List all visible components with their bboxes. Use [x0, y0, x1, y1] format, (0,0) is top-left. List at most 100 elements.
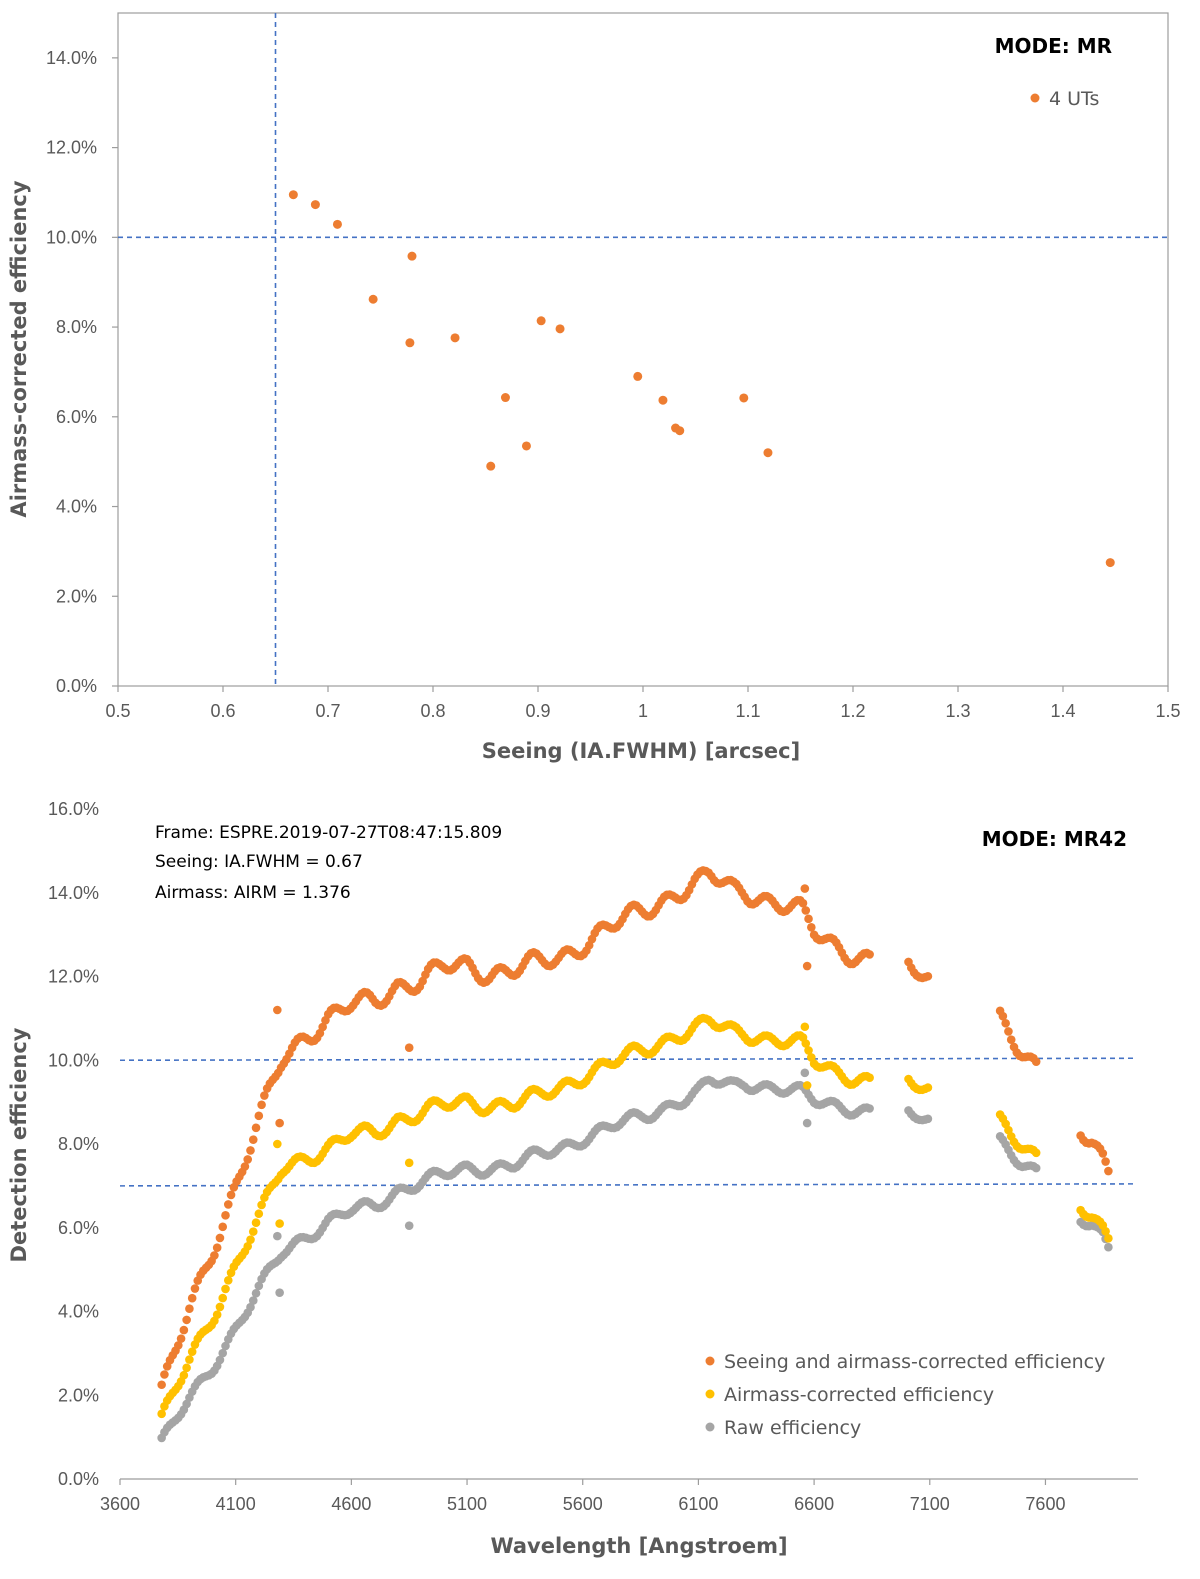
data-point: [212, 1310, 222, 1319]
x-tick-label: 0.5: [105, 701, 130, 721]
x-tick-label: 7600: [1025, 1494, 1065, 1514]
legend: Seeing and airmass-corrected efficiency …: [705, 1351, 1105, 1439]
data-point: [248, 1135, 258, 1144]
data-point: [332, 219, 342, 229]
data-point: [1104, 1242, 1113, 1252]
data-point: [865, 950, 874, 959]
legend-label-raw: Raw efficiency: [724, 1417, 861, 1439]
x-tick-label: 0.7: [315, 701, 340, 721]
data-point: [536, 316, 546, 326]
data-point: [1031, 1057, 1041, 1066]
data-point: [555, 324, 565, 334]
x-tick-label: 1: [638, 701, 648, 721]
data-point: [187, 1347, 197, 1356]
data-point: [248, 1296, 258, 1305]
y-tick-label: 10.0%: [46, 227, 97, 247]
legend-marker-raw: [705, 1422, 715, 1432]
x-tick-label: 0.8: [420, 701, 445, 721]
y-tick-label: 8.0%: [58, 1134, 99, 1154]
data-point: [798, 898, 808, 908]
y-tick-label: 14.0%: [46, 48, 97, 68]
data-point: [500, 393, 510, 403]
data-point: [218, 1348, 228, 1358]
efficiency-reference-line: [119, 1183, 1135, 1187]
data-point: [248, 1227, 258, 1236]
x-tick-label: 1.2: [840, 701, 865, 721]
data-point: [407, 251, 417, 261]
data-point: [215, 1355, 225, 1365]
seeing-annotation: Seeing: IA.FWHM = 0.67: [155, 852, 363, 872]
x-tick-label: 0.9: [525, 701, 550, 721]
seeing-scatter-chart: 0.5 0.6 0.7 0.8 0.9 1 1.1 1.2 1.3 1.4 1.5 0.0% 2.0% 4…: [7, 12, 1181, 763]
x-axis-title: Wavelength [Angstroem]: [490, 1534, 787, 1558]
outlier-point: [404, 1158, 414, 1168]
outlier-point: [275, 1118, 284, 1128]
data-point: [486, 461, 496, 471]
efficiency-reference-line: [119, 1057, 1135, 1062]
data-point: [185, 1355, 194, 1364]
y-tick-label: 4.0%: [56, 497, 97, 517]
data-point: [226, 1190, 236, 1200]
frame-annotation: Frame: ESPRE.2019-07-27T08:47:15.809: [155, 823, 502, 843]
data-point: [1001, 1018, 1010, 1028]
data-point: [174, 1341, 183, 1350]
y-tick-label: 0.0%: [58, 1469, 99, 1489]
data-point: [1006, 1035, 1016, 1045]
y-axis-title: Detection efficiency: [7, 1027, 31, 1262]
data-point: [223, 1200, 233, 1209]
outlier-point: [800, 1022, 810, 1032]
data-point: [243, 1242, 253, 1251]
x-tick-label: 1.5: [1155, 701, 1180, 721]
outlier-point: [273, 1005, 282, 1015]
data-point: [288, 190, 298, 200]
mode-label: MODE: MR: [995, 34, 1112, 58]
x-tick-label: 5100: [447, 1494, 487, 1514]
data-point: [182, 1363, 191, 1373]
legend-marker: [1030, 93, 1040, 103]
data-point: [923, 1114, 933, 1124]
data-point: [254, 1281, 264, 1291]
data-point: [807, 922, 816, 932]
data-point: [182, 1315, 191, 1325]
legend-label: 4 UTs: [1049, 88, 1099, 110]
data-point: [246, 1235, 255, 1244]
x-tick-label: 4100: [216, 1494, 256, 1514]
data-point: [998, 1011, 1008, 1021]
data-point: [190, 1284, 200, 1293]
y-axis-title: Airmass-corrected efficiency: [7, 180, 31, 517]
data-point: [212, 1243, 222, 1253]
data-point: [450, 333, 460, 343]
data-point: [215, 1302, 225, 1312]
data-point: [923, 971, 933, 981]
data-point: [246, 1146, 255, 1155]
legend-label-seeing-airmass: Seeing and airmass-corrected efficiency: [724, 1351, 1105, 1373]
data-point: [254, 1111, 264, 1121]
data-point: [318, 1022, 327, 1032]
legend-label-airmass: Airmass-corrected efficiency: [724, 1384, 994, 1406]
data-point: [310, 200, 320, 210]
data-point: [368, 294, 378, 304]
y-tick-label: 4.0%: [58, 1302, 99, 1322]
y-tick-label: 16.0%: [48, 799, 99, 819]
data-point: [1004, 1027, 1013, 1036]
data-point: [240, 1162, 250, 1171]
data-point: [1031, 1148, 1041, 1158]
data-point: [865, 1073, 874, 1083]
data-point: [675, 426, 685, 436]
outlier-point: [273, 1139, 282, 1149]
x-tick-label: 3600: [100, 1494, 140, 1514]
data-point: [157, 1409, 166, 1419]
outlier-point: [273, 1231, 282, 1241]
outlier-point: [275, 1288, 284, 1297]
data-point: [185, 1304, 194, 1314]
data-point: [739, 393, 749, 403]
data-point: [243, 1155, 253, 1164]
data-point: [176, 1334, 186, 1343]
outlier-point: [802, 1081, 812, 1090]
data-point: [633, 371, 643, 381]
data-point: [763, 448, 773, 458]
data-point: [254, 1209, 264, 1219]
data-point: [257, 1200, 266, 1210]
outlier-point: [800, 884, 810, 893]
data-point: [157, 1380, 166, 1390]
